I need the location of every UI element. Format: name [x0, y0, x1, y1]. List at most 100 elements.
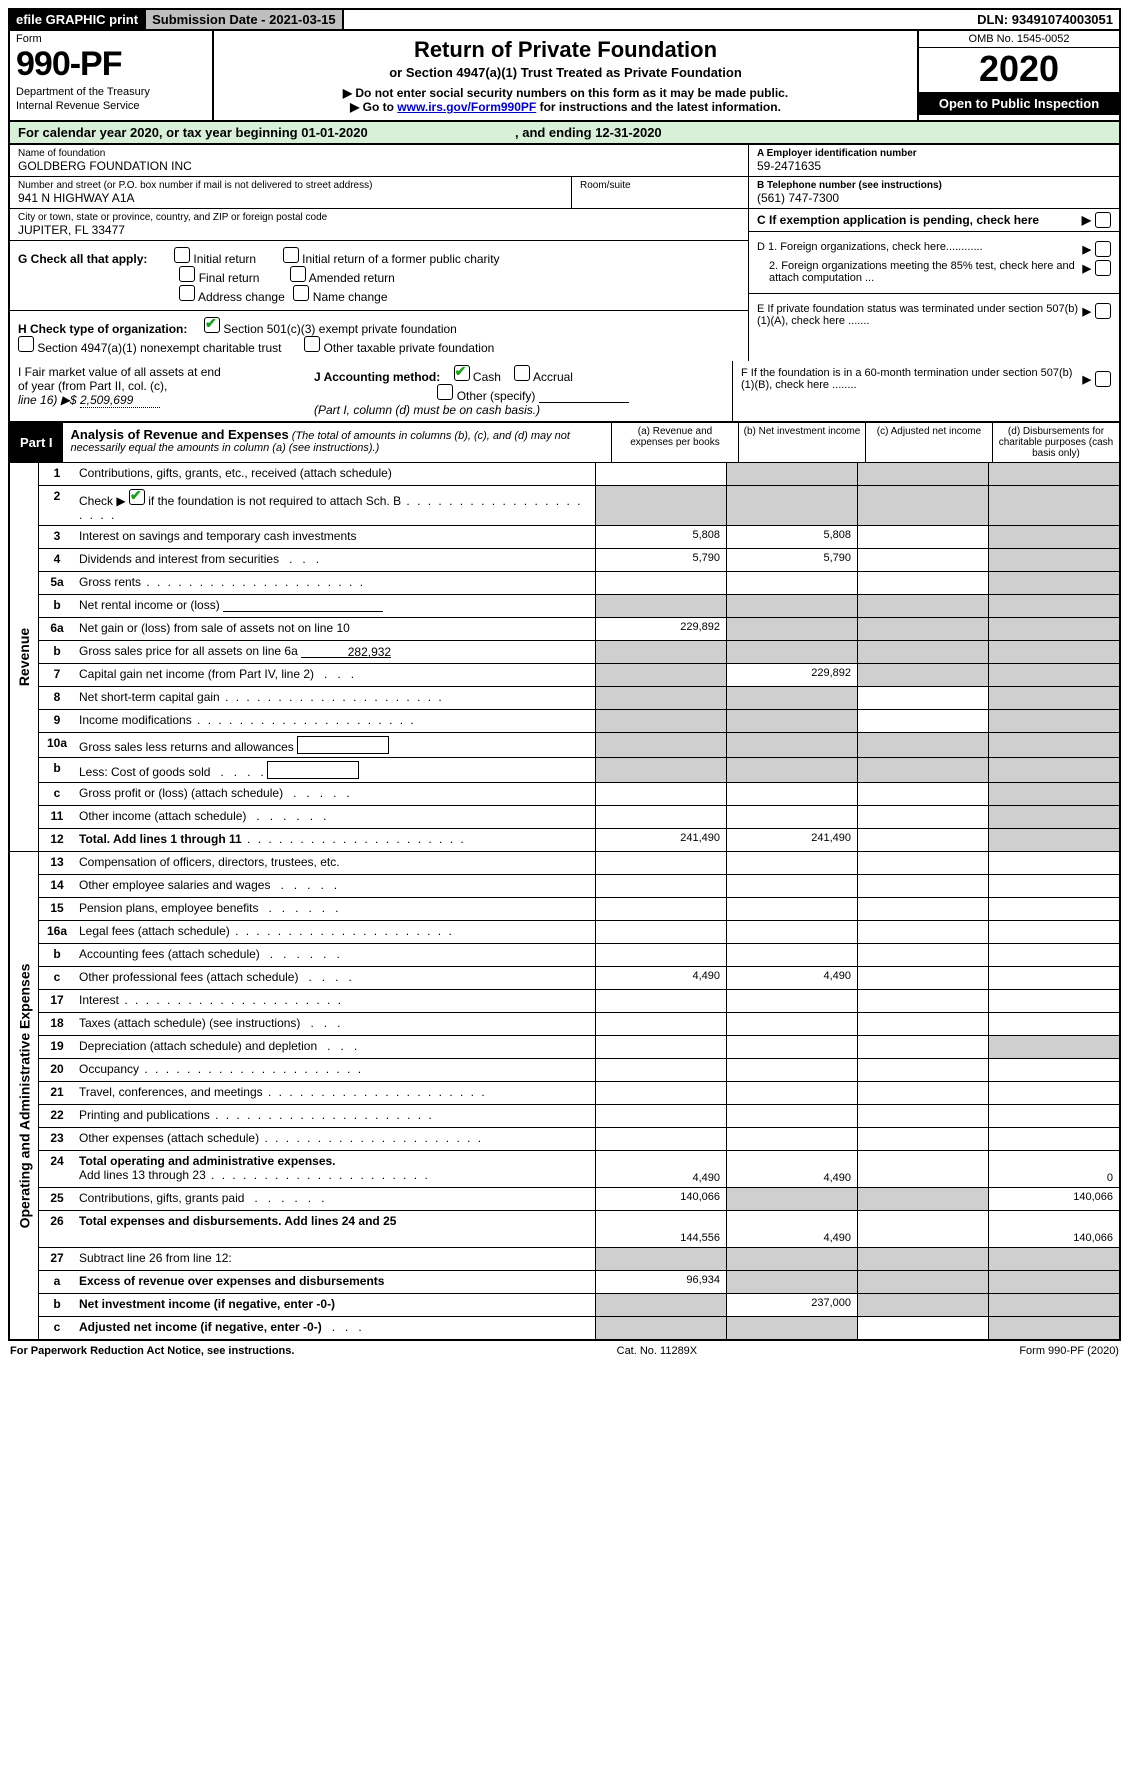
col-a: 4,490 [595, 967, 726, 989]
form-number: 990-PF [16, 45, 206, 84]
chk-name-change[interactable] [293, 285, 309, 301]
chk-other-taxable[interactable] [304, 336, 320, 352]
desc-text: Accounting fees (attach schedule) [79, 947, 260, 961]
col-a [595, 898, 726, 920]
desc-text: Other employee salaries and wages [79, 878, 270, 892]
col-a [595, 572, 726, 594]
chk-accrual[interactable] [514, 365, 530, 381]
i-cell: I Fair market value of all assets at end… [10, 361, 306, 421]
g-opt-2: Final return [199, 271, 260, 285]
row-1: 1Contributions, gifts, grants, etc., rec… [39, 463, 1119, 486]
desc-text: Gross rents [79, 575, 141, 589]
col-b [726, 758, 857, 782]
num: 11 [39, 806, 75, 828]
desc-text: Dividends and interest from securities [79, 552, 279, 566]
col-c [857, 641, 988, 663]
row-15: 15Pension plans, employee benefits . . .… [39, 898, 1119, 921]
side-revenue-text: Revenue [16, 628, 32, 686]
chk-other-method[interactable] [437, 384, 453, 400]
col-a: 229,892 [595, 618, 726, 640]
dln: DLN: 93491074003051 [971, 10, 1119, 29]
calendar-year-row: For calendar year 2020, or tax year begi… [8, 122, 1121, 145]
chk-initial-former[interactable] [283, 247, 299, 263]
desc-text: Travel, conferences, and meetings [79, 1085, 263, 1099]
col-d [988, 921, 1119, 943]
col-a [595, 990, 726, 1012]
col-b [726, 806, 857, 828]
g-label: G Check all that apply: [18, 252, 147, 266]
top-bar: efile GRAPHIC print Submission Date - 20… [8, 8, 1121, 31]
row-27a: aExcess of revenue over expenses and dis… [39, 1271, 1119, 1294]
fmv-value: 2,509,699 [80, 393, 160, 408]
chk-f[interactable] [1095, 371, 1111, 387]
chk-amended[interactable] [290, 266, 306, 282]
col-d [988, 1128, 1119, 1150]
col-c [857, 852, 988, 874]
header-left: Form 990-PF Department of the Treasury I… [10, 31, 214, 120]
chk-4947[interactable] [18, 336, 34, 352]
num: b [39, 944, 75, 966]
chk-cash[interactable] [454, 365, 470, 381]
col-b [726, 1271, 857, 1293]
desc: Interest [75, 990, 595, 1012]
col-d [988, 486, 1119, 525]
col-c [857, 733, 988, 757]
col-d [988, 967, 1119, 989]
ein-cell: A Employer identification number 59-2471… [749, 145, 1119, 177]
num: 1 [39, 463, 75, 485]
num: 23 [39, 1128, 75, 1150]
part1-tag: Part I [10, 423, 63, 462]
col-a [595, 486, 726, 525]
col-c [857, 1294, 988, 1316]
col-c [857, 990, 988, 1012]
desc: Net rental income or (loss) [75, 595, 595, 617]
num: 16a [39, 921, 75, 943]
col-d: 140,066 [988, 1188, 1119, 1210]
chk-d2[interactable] [1095, 260, 1111, 276]
chk-e[interactable] [1095, 303, 1111, 319]
num: 9 [39, 710, 75, 732]
num: 12 [39, 829, 75, 851]
chk-c[interactable] [1095, 212, 1111, 228]
footer-right: Form 990-PF (2020) [1019, 1345, 1119, 1357]
chk-address-change[interactable] [179, 285, 195, 301]
num: 15 [39, 898, 75, 920]
arrow-icon: ▶ [1082, 213, 1091, 227]
col-b: 4,490 [726, 1151, 857, 1187]
cal-end: 12-31-2020 [595, 125, 662, 140]
chk-501c3[interactable] [204, 317, 220, 333]
col-a [595, 710, 726, 732]
col-a [595, 783, 726, 805]
col-b [726, 463, 857, 485]
chk-final-return[interactable] [179, 266, 195, 282]
desc: Interest on savings and temporary cash i… [75, 526, 595, 548]
num: 20 [39, 1059, 75, 1081]
i-label3: line 16) ▶$ [18, 393, 80, 407]
j-cell: J Accounting method: Cash Accrual Other … [306, 361, 732, 421]
col-a [595, 1036, 726, 1058]
header-center: Return of Private Foundation or Section … [214, 31, 917, 120]
desc-text: Contributions, gifts, grants paid [79, 1191, 244, 1205]
col-c [857, 664, 988, 686]
chk-initial-return[interactable] [174, 247, 190, 263]
row-17: 17Interest [39, 990, 1119, 1013]
chk-d1[interactable] [1095, 241, 1111, 257]
num: 22 [39, 1105, 75, 1127]
col-b [726, 1036, 857, 1058]
desc-text: Capital gain net income (from Part IV, l… [79, 667, 314, 681]
chk-sch-b[interactable] [129, 489, 145, 505]
row-16a: 16aLegal fees (attach schedule) [39, 921, 1119, 944]
row-8: 8Net short-term capital gain [39, 687, 1119, 710]
irs-link[interactable]: www.irs.gov/Form990PF [397, 100, 536, 114]
col-d [988, 1294, 1119, 1316]
j-accrual: Accrual [533, 370, 573, 384]
desc: Pension plans, employee benefits . . . .… [75, 898, 595, 920]
col-d [988, 463, 1119, 485]
col-d [988, 549, 1119, 571]
col-a: 5,790 [595, 549, 726, 571]
desc: Subtract line 26 from line 12: [75, 1248, 595, 1270]
col-d [988, 852, 1119, 874]
col-b [726, 1105, 857, 1127]
open-to-public: Open to Public Inspection [919, 92, 1119, 115]
row-13: 13Compensation of officers, directors, t… [39, 852, 1119, 875]
